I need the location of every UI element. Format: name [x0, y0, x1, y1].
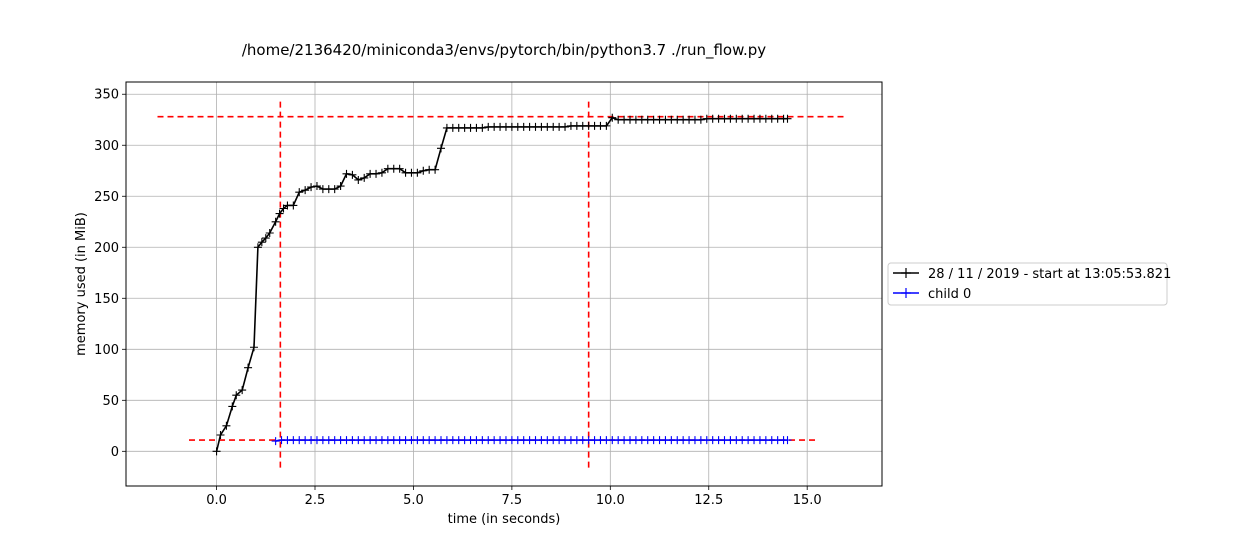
data-point-marker — [602, 121, 611, 130]
data-point-marker — [783, 436, 792, 445]
y-tick-label: 200 — [94, 241, 119, 256]
data-point-marker — [271, 437, 280, 446]
data-point-marker — [437, 144, 445, 153]
data-point-marker — [360, 173, 369, 182]
data-point-marker — [232, 391, 241, 400]
data-point-marker — [377, 168, 386, 177]
y-tick-label: 150 — [94, 292, 119, 307]
data-point-marker — [342, 169, 351, 178]
data-point-marker — [212, 447, 221, 456]
data-point-marker — [244, 363, 253, 372]
data-point-marker — [257, 238, 266, 247]
data-point-marker — [222, 421, 231, 430]
data-point-marker — [354, 175, 363, 184]
data-point-marker — [271, 217, 280, 226]
data-point-marker — [413, 168, 422, 177]
y-tick-label: 0 — [111, 445, 119, 460]
data-point-marker — [265, 228, 274, 237]
legend-marker-series-1 — [901, 288, 911, 298]
y-axis-ticks: 0 50 100 150 200 250 300 350 — [94, 88, 126, 460]
y-axis-label: memory used (in MiB) — [74, 212, 89, 356]
x-tick-label: 12.5 — [694, 493, 723, 508]
y-tick-label: 350 — [94, 88, 119, 103]
x-tick-label: 5.0 — [403, 493, 424, 508]
data-point-marker — [431, 165, 440, 174]
data-point-marker — [330, 185, 339, 194]
legend-marker-series-0 — [901, 268, 911, 278]
series-0 — [212, 113, 792, 456]
data-point-marker — [307, 183, 316, 192]
x-tick-label: 15.0 — [793, 493, 822, 508]
legend-box — [887, 262, 1168, 306]
x-tick-label: 7.5 — [502, 493, 523, 508]
data-point-marker — [295, 188, 304, 197]
data-point-marker — [312, 182, 321, 191]
data-point-marker — [301, 186, 310, 195]
legend-label-series-1: child 0 — [928, 287, 971, 302]
data-point-marker — [696, 115, 705, 124]
plot-frame — [125, 81, 883, 487]
data-point-marker — [561, 122, 570, 131]
x-axis-ticks: 0.0 2.5 5.0 7.5 10.0 12.5 15.0 — [206, 486, 822, 508]
data-point-marker — [478, 123, 487, 132]
data-point-marker — [261, 234, 270, 243]
x-tick-label: 2.5 — [305, 493, 326, 508]
y-tick-label: 50 — [102, 394, 119, 409]
y-tick-label: 100 — [94, 343, 119, 358]
data-point-marker — [348, 170, 357, 179]
data-point-marker — [336, 182, 345, 191]
data-point-marker — [783, 114, 792, 123]
data-point-marker — [395, 164, 404, 173]
series-layer — [212, 113, 792, 456]
data-point-marker — [249, 343, 258, 352]
data-point-marker — [228, 402, 237, 411]
data-point-marker — [289, 201, 298, 210]
series-1 — [271, 436, 792, 446]
data-point-marker — [238, 386, 247, 395]
y-tick-label: 250 — [94, 190, 119, 205]
data-point-marker — [608, 113, 617, 122]
legend: 28 / 11 / 2019 - start at 13:05:53.821 c… — [887, 262, 1171, 306]
data-point-marker — [419, 166, 428, 175]
x-axis-label: time (in seconds) — [448, 512, 561, 527]
data-point-marker — [253, 243, 262, 252]
chart-title: /home/2136420/miniconda3/envs/pytorch/bi… — [242, 41, 766, 60]
legend-label-series-0: 28 / 11 / 2019 - start at 13:05:53.821 — [928, 267, 1171, 282]
data-point-marker — [275, 209, 284, 218]
grid-lines — [126, 82, 882, 486]
y-tick-label: 300 — [94, 139, 119, 154]
data-point-marker — [216, 430, 225, 439]
x-tick-label: 0.0 — [206, 493, 227, 508]
x-tick-label: 10.0 — [596, 493, 625, 508]
data-point-marker — [372, 169, 381, 178]
